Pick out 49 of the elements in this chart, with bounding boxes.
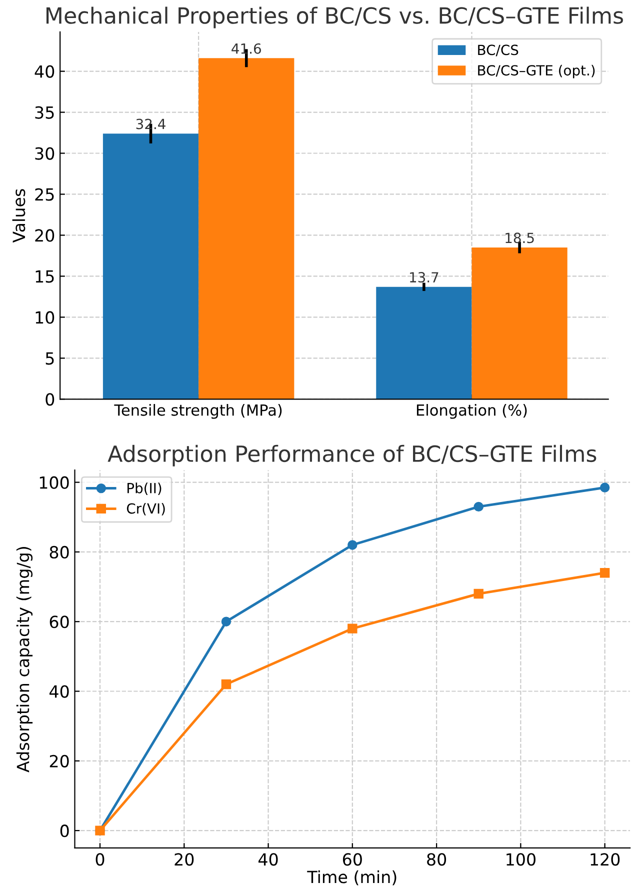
y-tick-label: 80 (50, 546, 69, 559)
y-tick-label: 15 (36, 270, 54, 283)
y-tick-label: 40 (34, 65, 54, 78)
y-tick-label: 20 (50, 754, 69, 768)
x-tick-label: 40 (258, 853, 278, 866)
y-axis-title: Values (12, 189, 26, 243)
y-tick-label: 10 (36, 311, 54, 324)
point (474, 588, 484, 599)
data-label: 18.5 (506, 232, 534, 244)
legend-label: BC/CS (478, 44, 518, 56)
point (221, 616, 232, 626)
legend-label: BC/CS–GTE (opt.) (478, 64, 595, 78)
y-tick-label: 25 (35, 188, 54, 201)
x-tick-label: Tensile strength (MPa) (114, 404, 282, 419)
point (348, 624, 358, 634)
x-axis-title: Time (min) (307, 870, 396, 886)
data-label: 41.6 (232, 43, 261, 54)
y-tick-label: 30 (35, 147, 54, 160)
data-label: 13.7 (410, 272, 438, 283)
bar (472, 248, 568, 400)
chart-title: Adsorption Performance of BC/CS–GTE Films (108, 444, 596, 466)
x-tick-label: 100 (506, 853, 536, 866)
y-tick-label: 5 (46, 352, 54, 365)
legend-label: Cr(VI) (126, 503, 165, 516)
x-tick-label: 120 (590, 853, 620, 866)
point (348, 540, 358, 550)
x-tick-label: 60 (342, 853, 362, 866)
y-axis-title: Adsorption capacity (mg/g) (16, 547, 33, 772)
data-label: 32.4 (136, 118, 166, 130)
y-tick-label: 35 (35, 106, 54, 119)
x-tick-label: 20 (174, 853, 194, 866)
y-tick-label: 60 (50, 616, 69, 628)
legend-label: Pb(II) (128, 482, 162, 495)
point (600, 568, 610, 578)
y-tick-label: 0 (60, 824, 69, 838)
bar (102, 134, 199, 400)
y-tick-label: 40 (50, 685, 69, 698)
x-tick-label: Elongation (%) (416, 404, 527, 419)
bar (376, 286, 472, 400)
point (221, 679, 232, 690)
x-tick-label: 80 (427, 853, 446, 866)
y-tick-label: 20 (35, 229, 54, 242)
chart-title: Mechanical Properties of BC/CS vs. BC/CS–GTE Films (46, 6, 623, 28)
x-tick-label: 0 (96, 853, 104, 866)
y-tick-label: 100 (40, 476, 69, 489)
point (474, 502, 484, 512)
point (600, 482, 610, 492)
y-tick-label: 0 (46, 393, 54, 406)
bar (198, 58, 294, 400)
